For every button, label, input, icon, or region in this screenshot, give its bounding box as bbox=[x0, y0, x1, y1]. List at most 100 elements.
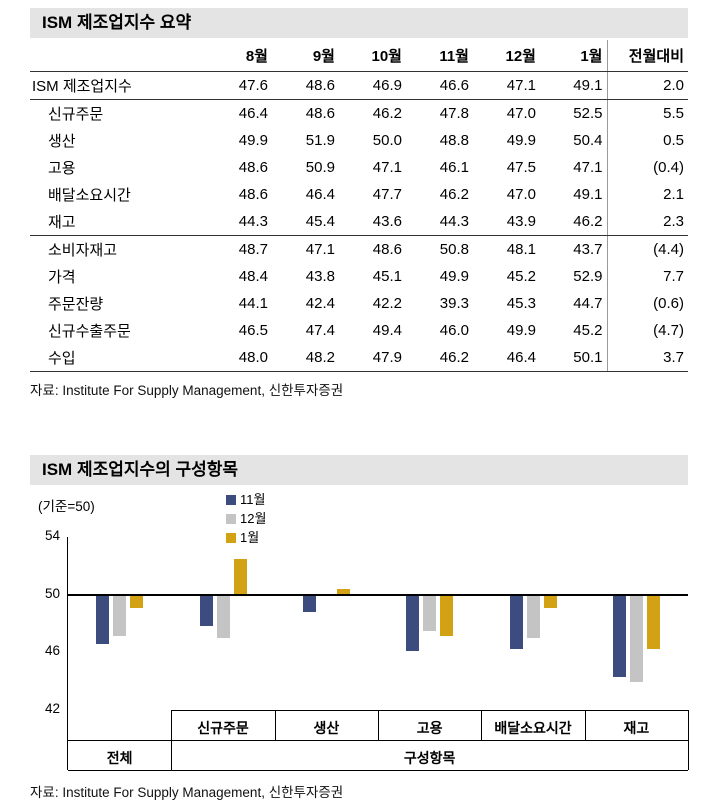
cell-value: 45.3 bbox=[506, 295, 536, 312]
chart-legend: 11월 12월 1월 bbox=[226, 491, 266, 546]
cell-value: 47.0 bbox=[506, 186, 536, 203]
legend-item: 11월 bbox=[226, 491, 266, 508]
row-label: 재고 bbox=[30, 208, 205, 236]
cell-value: 47.1 bbox=[473, 71, 540, 100]
bar-12월-배달소요시간 bbox=[526, 594, 540, 638]
bar-11월-생산 bbox=[302, 594, 316, 612]
category-label: 생산 bbox=[313, 719, 340, 736]
table-row: 주문잔량 44.1 42.4 42.2 39.3 45.3 44.7 (0.6) bbox=[30, 290, 688, 317]
cell-value: 49.9 bbox=[439, 268, 469, 285]
summary-title-bar: ISM 제조업지수 요약 bbox=[30, 8, 688, 38]
cell-value: 3.7 bbox=[606, 344, 688, 372]
cell-value: 50.1 bbox=[540, 344, 607, 372]
cell-value: 48.4 bbox=[238, 268, 268, 285]
table-row: 수입 48.0 48.2 47.9 46.2 46.4 50.1 3.7 bbox=[30, 344, 688, 372]
cell-value: 47.9 bbox=[339, 344, 406, 372]
bar-1월-신규주문 bbox=[233, 558, 247, 595]
cell-value: (4.4) bbox=[606, 235, 688, 263]
row-label: 가격 bbox=[48, 269, 76, 286]
cell-value: 48.6 bbox=[272, 71, 339, 100]
row-label: 생산 bbox=[48, 133, 76, 150]
cell-value: 45.2 bbox=[506, 268, 536, 285]
legend-swatch-icon bbox=[226, 494, 236, 505]
bar-1월-고용 bbox=[440, 594, 454, 637]
cell-value: 44.3 bbox=[406, 208, 473, 236]
legend-label: 12월 bbox=[240, 511, 267, 526]
baseline-50 bbox=[68, 593, 688, 596]
cell-value: 47.1 bbox=[372, 159, 402, 176]
chart-title-bar: ISM 제조업지수의 구성항목 bbox=[30, 455, 688, 485]
cell-value: 44.1 bbox=[238, 295, 268, 312]
cell-value: 5.5 bbox=[606, 99, 688, 127]
row-label: 주문잔량 bbox=[48, 296, 104, 313]
legend-label: 11월 bbox=[240, 492, 266, 507]
row-label: 고용 bbox=[48, 160, 76, 177]
cell-value: 47.5 bbox=[506, 159, 536, 176]
category-label-total: 전체 bbox=[106, 749, 133, 766]
cell-value: 49.9 bbox=[506, 132, 536, 149]
cell-value: 47.8 bbox=[439, 105, 469, 122]
cell-value: 45.4 bbox=[272, 208, 339, 236]
column-header: 11월 bbox=[406, 40, 473, 72]
row-label: 소비자재고 bbox=[48, 242, 118, 259]
cell-value: 47.6 bbox=[205, 71, 272, 100]
cell-value: 42.2 bbox=[372, 295, 402, 312]
cell-value: 2.3 bbox=[606, 208, 688, 236]
cell-value: 48.6 bbox=[238, 159, 268, 176]
cell-value: 42.4 bbox=[305, 295, 335, 312]
category-separator bbox=[274, 709, 276, 740]
cell-value: 50.0 bbox=[372, 132, 402, 149]
legend-swatch-icon bbox=[226, 513, 236, 524]
cell-value: 43.9 bbox=[473, 208, 540, 236]
category-separator bbox=[584, 709, 586, 740]
column-header: 1월 bbox=[540, 40, 607, 72]
category-label: 재고 bbox=[623, 719, 650, 736]
cell-value: 48.6 bbox=[372, 241, 402, 258]
cell-value: 49.1 bbox=[573, 186, 603, 203]
cell-value: (4.7) bbox=[606, 317, 688, 344]
cell-value: (0.4) bbox=[606, 154, 688, 181]
cell-value: 50.8 bbox=[439, 241, 469, 258]
group-separator bbox=[688, 739, 689, 770]
axis-baseline-note: (기준=50) bbox=[38, 499, 95, 514]
table-row: 가격 48.4 43.8 45.1 49.9 45.2 52.9 7.7 bbox=[30, 263, 688, 290]
cell-value: 44.3 bbox=[205, 208, 272, 236]
bar-12월-고용 bbox=[423, 594, 437, 631]
table-row: 신규수출주문 46.5 47.4 49.4 46.0 49.9 45.2 (4.7) bbox=[30, 317, 688, 344]
axis-bottom-border bbox=[68, 769, 688, 771]
row-label: 신규수출주문 bbox=[48, 323, 131, 340]
cell-value: 49.1 bbox=[540, 71, 607, 100]
category-band-mid-border bbox=[68, 739, 688, 741]
group-separator bbox=[171, 739, 173, 770]
cell-value: 47.1 bbox=[573, 159, 603, 176]
cell-value: 46.2 bbox=[406, 344, 473, 372]
cell-value: 48.8 bbox=[439, 132, 469, 149]
category-separator bbox=[688, 709, 689, 740]
group-label: 구성항목 bbox=[403, 749, 456, 766]
cell-value: 45.1 bbox=[372, 268, 402, 285]
table-row: 생산 49.9 51.9 50.0 48.8 49.9 50.4 0.5 bbox=[30, 127, 688, 154]
cell-value: 47.7 bbox=[372, 186, 402, 203]
column-header-spacer bbox=[30, 40, 205, 72]
bar-11월-재고 bbox=[612, 594, 626, 677]
cell-value: 46.2 bbox=[372, 105, 402, 122]
cell-value: 46.4 bbox=[238, 105, 268, 122]
bar-1월-배달소요시간 bbox=[543, 594, 557, 608]
column-header: 10월 bbox=[339, 40, 406, 72]
cell-value: 46.0 bbox=[439, 322, 469, 339]
table-row: 재고 44.3 45.4 43.6 44.3 43.9 46.2 2.3 bbox=[30, 208, 688, 236]
column-header: 12월 bbox=[473, 40, 540, 72]
bar-11월-배달소요시간 bbox=[509, 594, 523, 650]
summary-source: 자료: Institute For Supply Management, 신한투… bbox=[30, 383, 344, 398]
cell-value: 48.7 bbox=[238, 241, 268, 258]
cell-value: 43.6 bbox=[339, 208, 406, 236]
category-separator bbox=[378, 709, 379, 740]
cell-value: 48.0 bbox=[205, 344, 272, 372]
cell-value: 51.9 bbox=[305, 132, 335, 149]
cell-value: 46.4 bbox=[305, 186, 335, 203]
summary-table: 8월 9월 10월 11월 12월 1월 전월대비 ISM 제조업지수 47.6 48.6 46.… bbox=[30, 40, 688, 372]
cell-value: 48.6 bbox=[238, 186, 268, 203]
category-label: 고용 bbox=[416, 719, 443, 736]
chart-title: ISM 제조업지수의 구성항목 bbox=[42, 460, 239, 479]
column-header: 9월 bbox=[272, 40, 339, 72]
